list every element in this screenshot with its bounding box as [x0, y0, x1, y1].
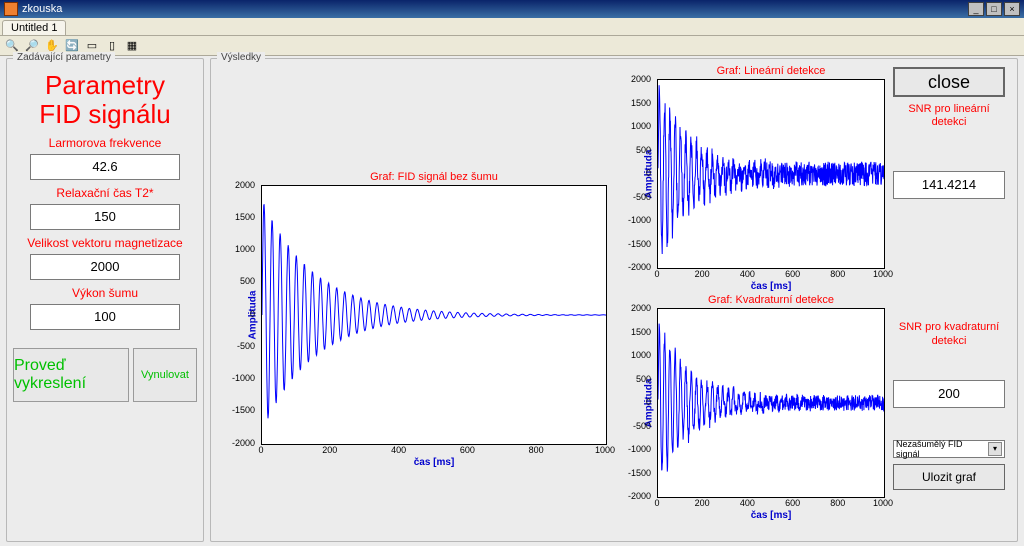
chart-fid-title: Graf: FID signál bez šumu — [261, 171, 607, 183]
minimize-button[interactable]: _ — [968, 2, 984, 16]
param-label-0: Larmorova frekvence — [13, 136, 197, 150]
window-titlebar: zkouska _ □ × — [0, 0, 1024, 18]
results-legend: Výsledky — [217, 52, 265, 63]
document-tabstrip: Untitled 1 — [0, 18, 1024, 36]
app-icon — [4, 2, 18, 16]
results-fieldset: Výsledky Graf: FID signál bez šumu Ampli… — [210, 58, 1018, 542]
reset-button[interactable]: Vynulovat — [133, 348, 197, 402]
param-label-2: Velikost vektoru magnetizace — [13, 236, 197, 250]
run-button[interactable]: Proveď vykreslení — [13, 348, 129, 402]
document-tab[interactable]: Untitled 1 — [2, 20, 66, 35]
window-close-button[interactable]: × — [1004, 2, 1020, 16]
signal-select-value: Nezašumělý FID signál — [896, 439, 988, 459]
window-title: zkouska — [22, 3, 62, 15]
params-fieldset: Zadávající parametry Parametry FID signá… — [6, 58, 204, 542]
param-label-1: Relaxační čas T2* — [13, 186, 197, 200]
params-legend: Zadávající parametry — [13, 52, 115, 63]
param-input-2[interactable]: 2000 — [30, 254, 180, 280]
legend-icon[interactable]: ▦ — [124, 38, 140, 54]
snr-lin-label: SNR pro lineární detekci — [893, 103, 1005, 129]
figure-toolbar: 🔍 🔎 ✋ 🔄 ▭ ▯ ▦ — [0, 36, 1024, 56]
chart-fid-xlabel: čas [ms] — [261, 457, 607, 468]
close-button[interactable]: close — [893, 67, 1005, 97]
snr-lin-value: 141.4214 — [893, 171, 1005, 199]
param-input-3[interactable]: 100 — [30, 304, 180, 330]
signal-select[interactable]: Nezašumělý FID signál ▾ — [893, 440, 1005, 458]
chart-fid — [261, 185, 607, 445]
param-input-1[interactable]: 150 — [30, 204, 180, 230]
param-label-3: Výkon šumu — [13, 286, 197, 300]
chart-quad-title: Graf: Kvadraturní detekce — [657, 294, 885, 306]
save-graph-button[interactable]: Ulozit graf — [893, 464, 1005, 490]
chart-quad — [657, 308, 885, 498]
maximize-button[interactable]: □ — [986, 2, 1002, 16]
snr-quad-label: SNR pro kvadraturní detekci — [893, 321, 1005, 347]
snr-quad-value: 200 — [893, 380, 1005, 408]
chevron-down-icon: ▾ — [988, 442, 1002, 456]
chart-lin-title: Graf: Lineární detekce — [657, 65, 885, 77]
param-input-0[interactable]: 42.6 — [30, 154, 180, 180]
chart-lin — [657, 79, 885, 269]
params-title: Parametry FID signálu — [13, 71, 197, 128]
chart-lin-xlabel: čas [ms] — [657, 281, 885, 292]
chart-quad-xlabel: čas [ms] — [657, 510, 885, 521]
